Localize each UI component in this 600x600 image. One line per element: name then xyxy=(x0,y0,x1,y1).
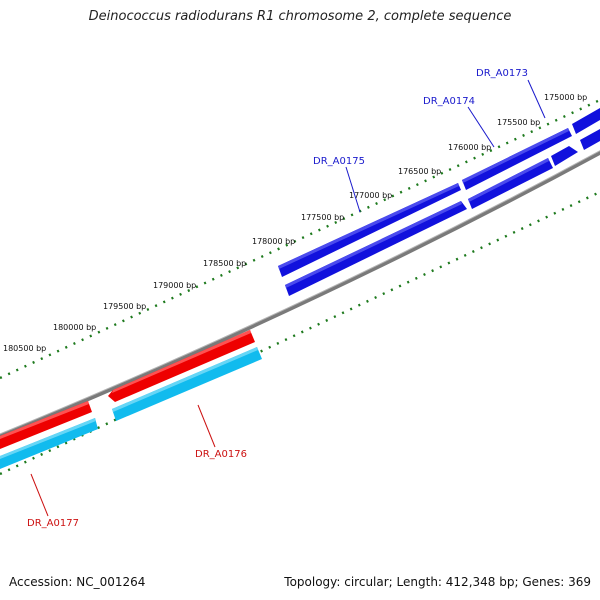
gene-label-DR_A0174[interactable]: DR_A0174 xyxy=(423,96,475,107)
scale-label: 176500 bp xyxy=(398,167,441,176)
scale-label: 177500 bp xyxy=(301,213,344,222)
genome-summary-text: Topology: circular; Length: 412,348 bp; … xyxy=(284,575,591,589)
feature-DR_A0175-gene[interactable] xyxy=(278,183,461,277)
scale-label: 180500 bp xyxy=(3,344,46,353)
gene-label-DR_A0176[interactable]: DR_A0176 xyxy=(195,449,247,460)
scale-label: 178500 bp xyxy=(203,259,246,268)
feature-DR_A0176-gene[interactable] xyxy=(108,330,255,402)
accession-text: Accession: NC_001264 xyxy=(9,575,146,589)
outer-tick-row xyxy=(0,98,600,380)
gene-label-DR_A0175[interactable]: DR_A0175 xyxy=(313,156,365,167)
scale-label: 175500 bp xyxy=(497,118,540,127)
gene-label-DR_A0177[interactable]: DR_A0177 xyxy=(27,518,79,529)
backbone-arc xyxy=(0,150,600,439)
scale-label: 178000 bp xyxy=(252,237,295,246)
feature-DR_A0177-gene[interactable] xyxy=(0,401,92,449)
feature-DR_A0174-cds[interactable] xyxy=(468,158,553,209)
feature-DR_A0177-cds[interactable] xyxy=(0,418,98,469)
reverse-strand-features xyxy=(0,330,262,469)
forward-strand-features xyxy=(278,108,600,296)
scale-label: 176000 bp xyxy=(448,143,491,152)
feature-DR_A0175-cds[interactable] xyxy=(285,201,467,296)
label-leader-lines xyxy=(30,79,546,517)
scale-labels: 175000 bp 175500 bp 176000 bp 176500 bp … xyxy=(3,93,587,353)
feature-DR_A0173-gene[interactable] xyxy=(572,108,600,134)
feature-DR_A0173-cds[interactable] xyxy=(580,129,600,150)
feature-small-forward-cds[interactable] xyxy=(551,146,578,166)
scale-label: 179000 bp xyxy=(153,281,196,290)
scale-label: 175000 bp xyxy=(544,93,587,102)
gene-labels: DR_A0173 DR_A0174 DR_A0175 DR_A0176 DR_A… xyxy=(27,68,528,529)
scale-label: 177000 bp xyxy=(349,191,392,200)
map-title: Deinococcus radiodurans R1 chromosome 2,… xyxy=(88,9,512,24)
scale-label: 180000 bp xyxy=(53,323,96,332)
gene-label-DR_A0173[interactable]: DR_A0173 xyxy=(476,68,528,79)
feature-DR_A0174-gene[interactable] xyxy=(462,128,572,190)
scale-label: 179500 bp xyxy=(103,302,146,311)
feature-DR_A0176-cds[interactable] xyxy=(112,347,262,421)
